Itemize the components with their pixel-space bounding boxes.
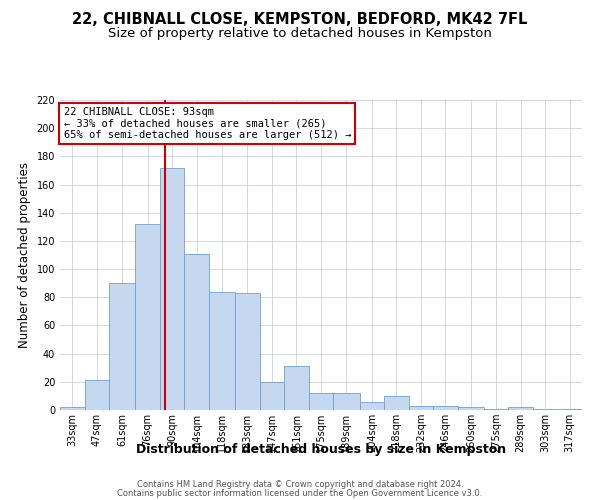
Bar	[333, 393, 359, 410]
Bar	[309, 393, 333, 410]
Bar	[557, 408, 582, 410]
Bar	[184, 254, 209, 410]
Text: Contains public sector information licensed under the Open Government Licence v3: Contains public sector information licen…	[118, 489, 482, 498]
Bar	[284, 366, 309, 410]
Text: Contains HM Land Registry data © Crown copyright and database right 2024.: Contains HM Land Registry data © Crown c…	[137, 480, 463, 489]
Bar	[458, 407, 484, 410]
Bar	[85, 380, 109, 410]
Text: Size of property relative to detached houses in Kempston: Size of property relative to detached ho…	[108, 28, 492, 40]
Bar	[109, 283, 136, 410]
Bar	[260, 382, 284, 410]
Bar	[484, 408, 508, 410]
Y-axis label: Number of detached properties: Number of detached properties	[18, 162, 31, 348]
Bar	[433, 406, 458, 410]
Text: 22 CHIBNALL CLOSE: 93sqm
← 33% of detached houses are smaller (265)
65% of semi-: 22 CHIBNALL CLOSE: 93sqm ← 33% of detach…	[64, 107, 351, 140]
Bar	[60, 407, 85, 410]
Bar	[235, 293, 260, 410]
Bar	[508, 407, 533, 410]
Bar	[409, 406, 433, 410]
Bar	[160, 168, 184, 410]
Text: 22, CHIBNALL CLOSE, KEMPSTON, BEDFORD, MK42 7FL: 22, CHIBNALL CLOSE, KEMPSTON, BEDFORD, M…	[73, 12, 527, 28]
Bar	[384, 396, 409, 410]
Text: Distribution of detached houses by size in Kempston: Distribution of detached houses by size …	[136, 442, 506, 456]
Bar	[533, 408, 557, 410]
Bar	[209, 292, 235, 410]
Bar	[136, 224, 160, 410]
Bar	[359, 402, 384, 410]
